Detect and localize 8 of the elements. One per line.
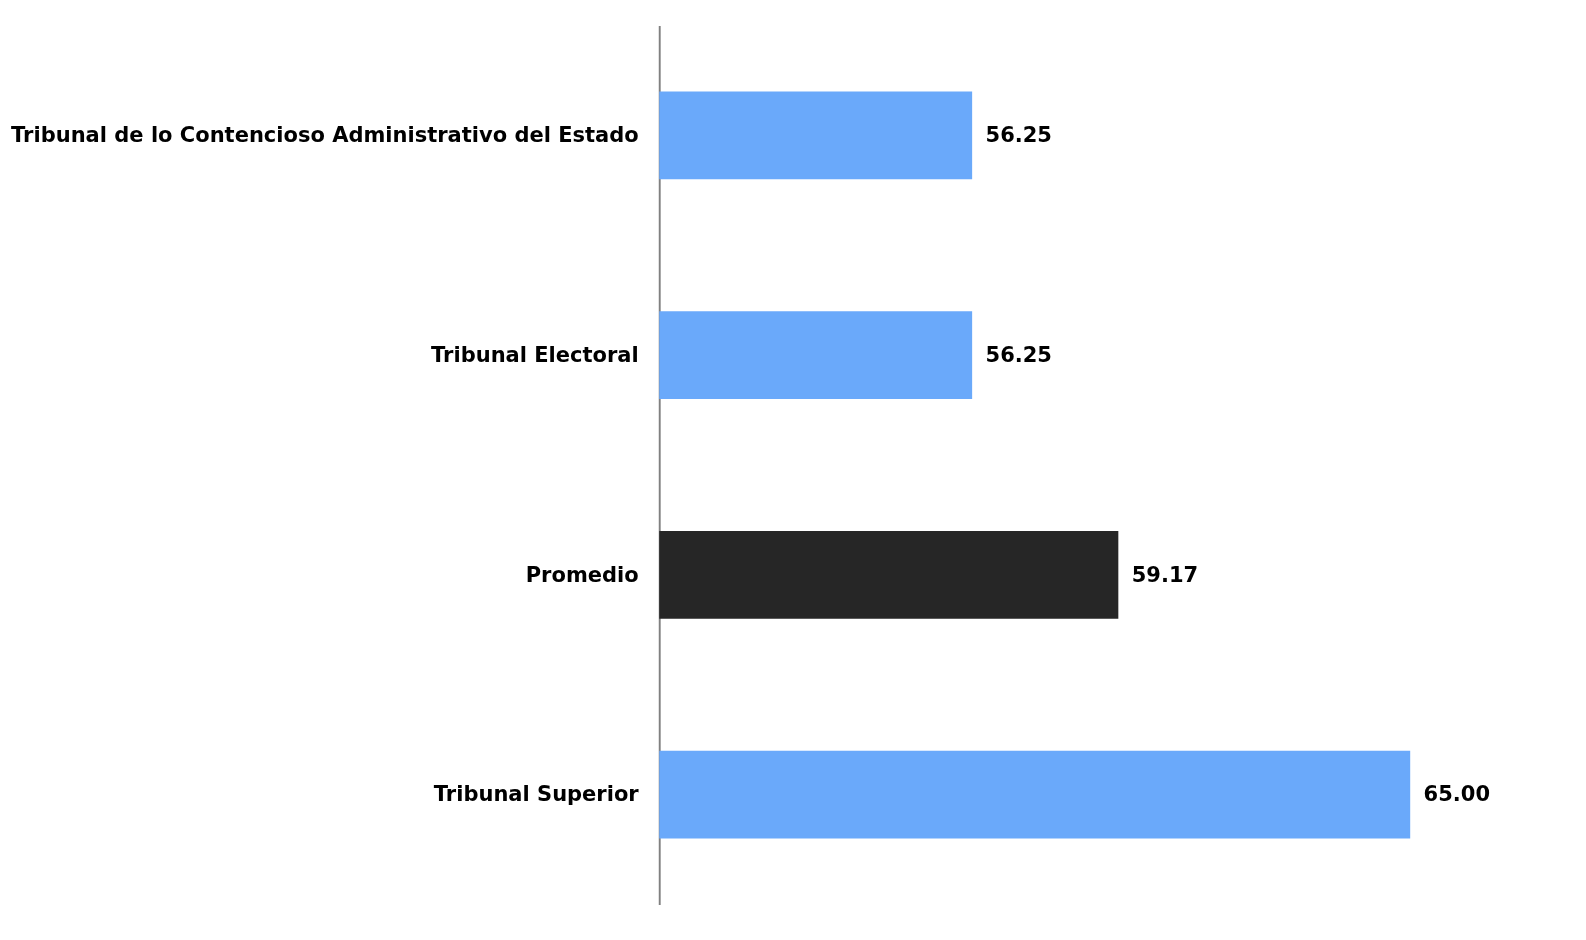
data-label: 56.25 [985, 341, 1052, 367]
data-label: 56.25 [985, 122, 1052, 148]
y-tick-label: Tribunal Electoral [431, 341, 639, 367]
y-tick-label: Tribunal de lo Contencioso Administrativo del Estado [11, 122, 639, 148]
y-tick-label: Tribunal Superior [433, 781, 640, 807]
data-label: 65.00 [1423, 781, 1491, 807]
data-label: 59.17 [1131, 561, 1199, 587]
y-tick-label: Promedio [525, 561, 639, 587]
